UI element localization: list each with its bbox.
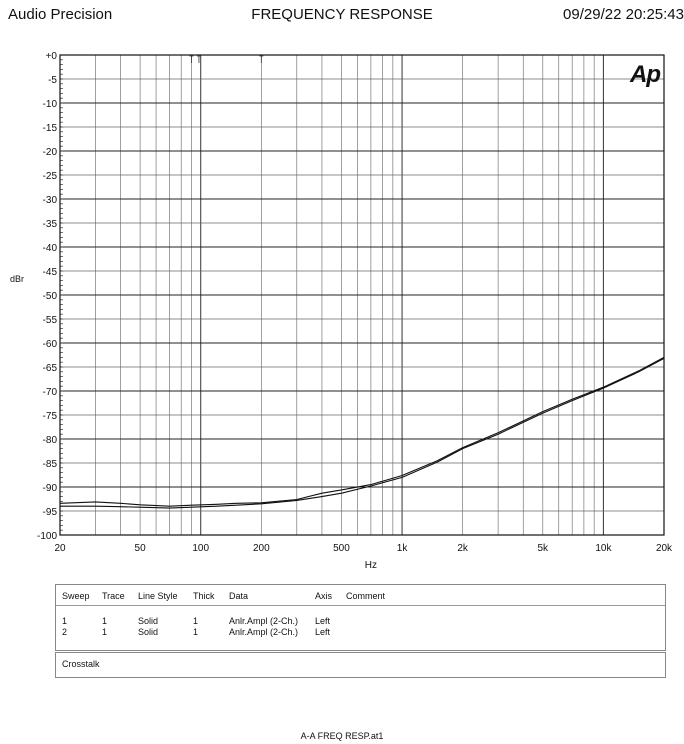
- y-tick-label: -80: [43, 435, 58, 446]
- x-tick-label: 20: [54, 543, 66, 554]
- legend-divider: [56, 605, 665, 606]
- y-tick-label: -15: [43, 123, 58, 134]
- legend-header-axis: Axis: [315, 591, 333, 601]
- x-tick-label: 20k: [656, 543, 673, 554]
- y-tick-label: -25: [43, 171, 58, 182]
- legend-header-line-style: Line Style: [138, 591, 178, 601]
- y-tick-label: -55: [43, 315, 58, 326]
- x-axis-title: Hz: [365, 560, 377, 571]
- legend-header-sweep: Sweep: [62, 591, 90, 601]
- legend-row-1-sweep: 1: [62, 616, 68, 626]
- y-tick-label: -90: [43, 483, 58, 494]
- y-tick-label: -20: [43, 147, 58, 158]
- trace-sweep-1: [60, 357, 665, 509]
- legend-row-2-sweep: 2: [62, 627, 68, 637]
- timestamp: 09/29/22 20:25:43: [563, 6, 684, 23]
- y-tick-label: -60: [43, 339, 58, 350]
- y-tick-label: +0: [46, 51, 58, 62]
- legend-row-2-axis: Left: [315, 627, 331, 637]
- x-tick-label: 2k: [457, 543, 469, 554]
- y-tick-label: -100: [37, 531, 57, 542]
- y-tick-label: -70: [43, 387, 58, 398]
- page-title: FREQUENCY RESPONSE: [251, 6, 433, 23]
- legend-header-thick: Thick: [193, 591, 215, 601]
- legend-row-2-data: Anlr.Ampl (2-Ch.): [229, 627, 299, 637]
- y-tick-label: -45: [43, 267, 58, 278]
- legend-row-2-line-style: Solid: [138, 627, 159, 637]
- legend-row-1-axis: Left: [315, 616, 331, 626]
- footer-filename: A-A FREQ RESP.at1: [300, 731, 384, 741]
- plot-frame: [59, 54, 665, 536]
- sweep-legend-table: Sweep Trace Line Style Thick Data Axis C…: [55, 584, 666, 651]
- legend-row-2-thick: 1: [193, 627, 199, 637]
- x-tick-label: 1k: [397, 543, 409, 554]
- trace-sweep-2: [59, 356, 665, 507]
- legend-row-1-line-style: Solid: [138, 616, 159, 626]
- legend-row-1-data: Anlr.Ampl (2-Ch.): [229, 616, 299, 626]
- y-tick-label: -40: [43, 243, 58, 254]
- legend-row-1-trace: 1: [102, 616, 108, 626]
- x-tick-label: 5k: [538, 543, 550, 554]
- legend-header-trace: Trace: [102, 591, 125, 601]
- x-tick-label: 10k: [595, 543, 612, 554]
- x-tick-label: 200: [253, 543, 270, 554]
- y-tick-label: -95: [43, 507, 58, 518]
- y-tick-label: -35: [43, 219, 58, 230]
- legend-header-data: Data: [229, 591, 249, 601]
- y-tick-label: -75: [43, 411, 58, 422]
- y-tick-label: -10: [43, 99, 58, 110]
- y-tick-label: -5: [48, 75, 57, 86]
- comment-box: Crosstalk: [55, 652, 666, 678]
- app-name: Audio Precision: [8, 6, 113, 23]
- frequency-response-chart: +0 -5 -10 -15 -20 -25 -30 -35 -40 -45 -50 -55 -60 -65…: [37, 51, 673, 571]
- legend-row-2-trace: 1: [102, 627, 108, 637]
- y-tick-label: -65: [43, 363, 58, 374]
- legend-header-comment: Comment: [346, 591, 386, 601]
- y-axis-title: dBr: [10, 274, 25, 284]
- y-tick-label: -85: [43, 459, 58, 470]
- x-tick-label: 500: [333, 543, 350, 554]
- x-tick-label: 50: [135, 543, 147, 554]
- ap-logo: Ap: [629, 61, 660, 88]
- y-tick-label: -50: [43, 291, 58, 302]
- y-tick-label: -30: [43, 195, 58, 206]
- legend-row-1-thick: 1: [193, 616, 199, 626]
- comment-text: Crosstalk: [62, 659, 100, 669]
- x-tick-label: 100: [192, 543, 209, 554]
